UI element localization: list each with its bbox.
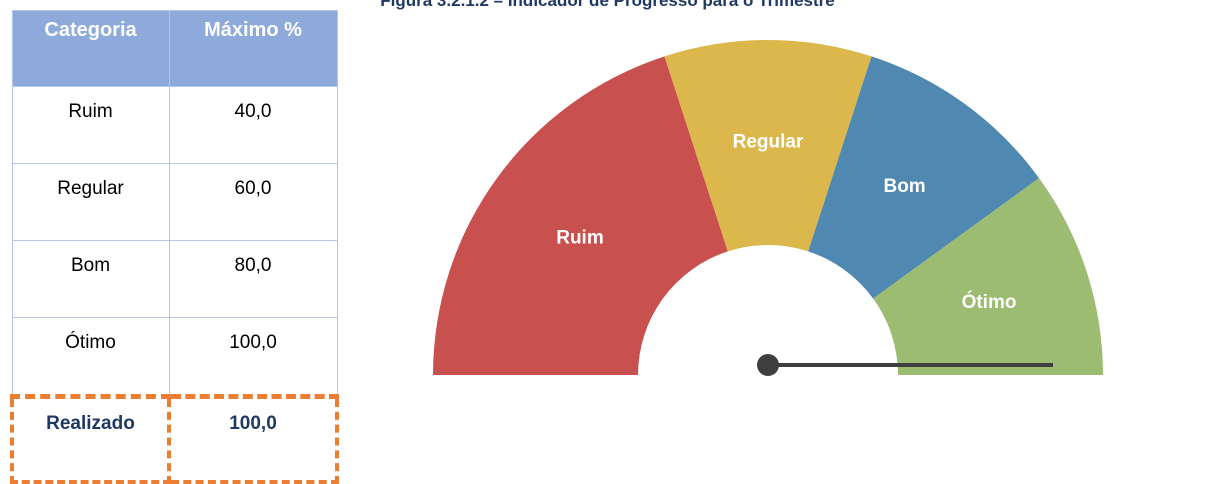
table-row: Categoria Máximo %: [11, 10, 338, 87]
table-cell: Bom: [11, 240, 170, 318]
table-cell: Realizado: [10, 394, 171, 484]
table-cell: Máximo %: [168, 10, 338, 87]
table-row: Regular 60,0: [11, 163, 338, 241]
table-row: Realizado 100,0: [10, 394, 339, 484]
table: Categoria Máximo % Ruim 40,0 Regular 60,0 Bom 8…: [10, 10, 339, 484]
segment-label: Bom: [883, 176, 925, 197]
table-cell: Ótimo: [11, 317, 170, 397]
gauge-segment: [873, 178, 1103, 375]
figure-title: Figura 3.2.1.2 – Indicador de Progresso …: [380, 0, 835, 10]
table-cell: 80,0: [168, 240, 338, 318]
table-cell: 40,0: [168, 86, 338, 164]
segment-label: Ruim: [556, 227, 604, 248]
segment-label: Regular: [733, 132, 804, 153]
gauge-segment: [433, 56, 728, 376]
table-row: Ruim 40,0: [11, 86, 338, 164]
table-row: Ótimo 100,0: [11, 317, 338, 397]
table-cell: Categoria: [11, 10, 170, 87]
needle-hub: [757, 354, 779, 376]
table-cell: 60,0: [168, 163, 338, 241]
table-cell: Regular: [11, 163, 170, 241]
gauge-segment: [808, 56, 1040, 299]
segment-label: Ótimo: [962, 291, 1017, 313]
table-row: Bom 80,0: [11, 240, 338, 318]
gauge-chart: Ruim Regular Bom Ótimo: [433, 40, 1103, 376]
gauge-segment: [664, 40, 872, 252]
page: Figura 3.2.1.2 – Indicador de Progresso …: [10, 0, 1103, 484]
table-cell: Ruim: [11, 86, 170, 164]
